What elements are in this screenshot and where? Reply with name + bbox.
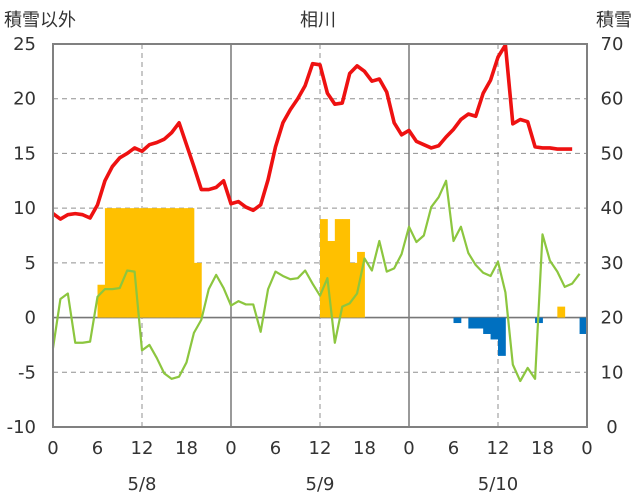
snow-bar [327, 240, 336, 318]
snow-bar [193, 262, 202, 318]
date-label: 5/10 [478, 474, 518, 495]
x-tick-label: 0 [581, 438, 592, 459]
snow-bar [127, 208, 135, 318]
right-tick-label: 10 [601, 362, 624, 383]
x-tick-label: 18 [353, 438, 376, 459]
right-tick-label: 20 [601, 308, 624, 329]
right-tick-label: 40 [601, 198, 624, 219]
snow-bar [156, 208, 165, 318]
x-tick-label: 0 [47, 438, 58, 459]
snow-bar [179, 208, 187, 318]
x-tick-label: 12 [131, 438, 154, 459]
right-axis-label: 積雪 [596, 10, 632, 31]
left-axis-label: 積雪以外 [4, 10, 76, 31]
snow-bar-negative [483, 317, 491, 334]
snow-bar-negative [579, 317, 588, 334]
x-tick-label: 6 [270, 438, 281, 459]
snow-bar [97, 284, 106, 318]
snow-bar [320, 219, 328, 318]
snow-bar [134, 208, 143, 318]
snow-bar-negative [490, 317, 499, 340]
snow-bar [334, 219, 343, 318]
x-tick-label: 6 [448, 438, 459, 459]
x-tick-label: 18 [175, 438, 198, 459]
left-tick-label: 20 [13, 89, 36, 110]
right-tick-label: 50 [601, 143, 624, 164]
left-tick-label: 25 [13, 34, 36, 55]
left-tick-label: 5 [25, 253, 36, 274]
data-lines [51, 43, 581, 383]
green-series-line [51, 179, 581, 383]
left-tick-label: 10 [13, 198, 36, 219]
date-label: 5/8 [128, 474, 157, 495]
snow-bar-negative [498, 317, 506, 356]
snow-bar [171, 208, 180, 318]
snow-bar [142, 208, 150, 318]
right-tick-label: 0 [606, 417, 617, 438]
snow-bar [357, 251, 365, 318]
snow-bar [557, 306, 566, 318]
snow-bar-negative [475, 317, 484, 329]
plot-area-frame [52, 43, 588, 428]
x-tick-label: 6 [92, 438, 103, 459]
x-tick-label: 12 [487, 438, 510, 459]
snow-bars [97, 208, 588, 356]
x-tick-label: 0 [403, 438, 414, 459]
x-tick-label: 12 [309, 438, 332, 459]
left-tick-label: 0 [25, 308, 36, 329]
chart-title: 相川 [300, 10, 336, 31]
right-tick-label: 70 [601, 34, 624, 55]
left-tick-label: -10 [7, 417, 36, 438]
snow-bar [112, 208, 121, 318]
left-tick-label: 15 [13, 143, 36, 164]
snow-bar [119, 208, 128, 318]
right-tick-label: 30 [601, 253, 624, 274]
left-tick-label: -5 [18, 362, 36, 383]
snow-bar [164, 208, 173, 318]
snow-bar [104, 208, 113, 318]
snow-bar-negative [453, 317, 462, 324]
snow-bar [342, 219, 351, 318]
snow-bar [349, 262, 358, 318]
x-tick-label: 18 [531, 438, 554, 459]
x-tick-label: 0 [225, 438, 236, 459]
right-tick-label: 60 [601, 89, 624, 110]
red-series-line [51, 43, 573, 221]
date-label: 5/9 [306, 474, 335, 495]
snow-bar [149, 208, 158, 318]
snow-bar [186, 208, 195, 318]
snow-bar-negative [468, 317, 477, 329]
